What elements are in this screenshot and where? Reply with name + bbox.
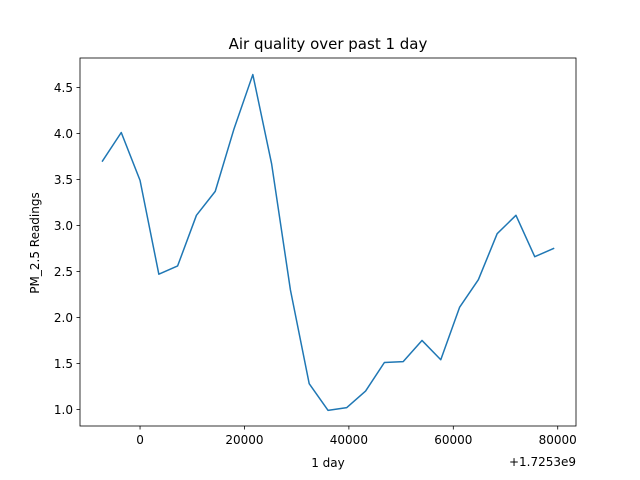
y-axis-label: PM_2.5 Readings [28,192,42,293]
y-tick-label: 4.0 [54,127,73,141]
series-line-0 [101,73,555,412]
axes-frame [79,57,577,427]
x-axis-offset-label: +1.7253e9 [509,455,576,469]
x-tick-label: 0 [136,433,144,447]
y-tick-label: 4.5 [54,81,73,95]
y-tick-label: 2.0 [54,311,73,325]
x-tick-label: 40000 [330,433,368,447]
x-tick-label: 80000 [539,433,577,447]
chart-title: Air quality over past 1 day [229,35,428,53]
y-tick-label: 2.5 [54,265,73,279]
x-tick-label: 20000 [225,433,263,447]
plot-area: 0 20000 40000 60000 80000 1.0 1.5 2.0 2.5 3.0 3.5 4… [54,57,577,447]
y-tick-label: 3.0 [54,219,73,233]
y-tick-label: 3.5 [54,173,73,187]
y-tick-label: 1.0 [54,403,73,417]
x-tick-label: 60000 [434,433,472,447]
y-tick-label: 1.5 [54,357,73,371]
x-axis-label: 1 day [311,456,345,470]
